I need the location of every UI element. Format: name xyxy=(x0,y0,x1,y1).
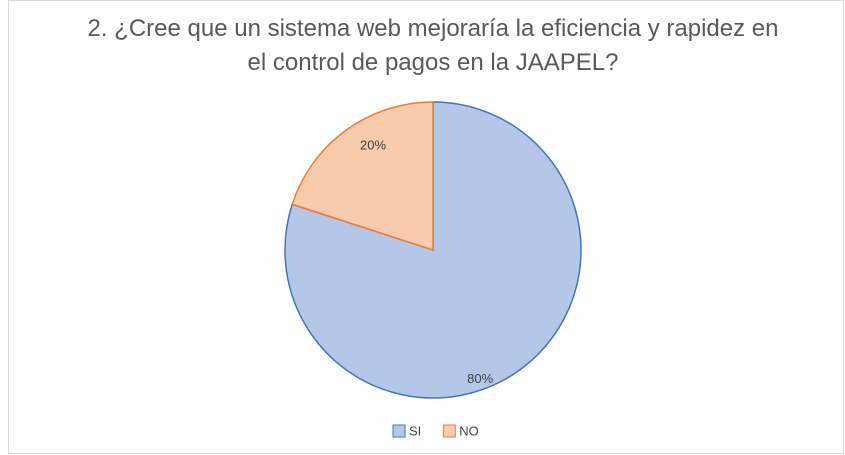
legend-label: NO xyxy=(459,423,479,438)
chart-frame xyxy=(8,0,844,454)
legend-swatch xyxy=(392,424,406,438)
legend-label: SI xyxy=(409,423,421,438)
data-label: 20% xyxy=(360,138,386,153)
pie-slice xyxy=(291,101,434,252)
chart-title: 2. ¿Cree que un sistema web mejoraría la… xyxy=(87,15,779,76)
data-label: 80% xyxy=(467,371,493,386)
legend-swatch xyxy=(442,424,456,438)
